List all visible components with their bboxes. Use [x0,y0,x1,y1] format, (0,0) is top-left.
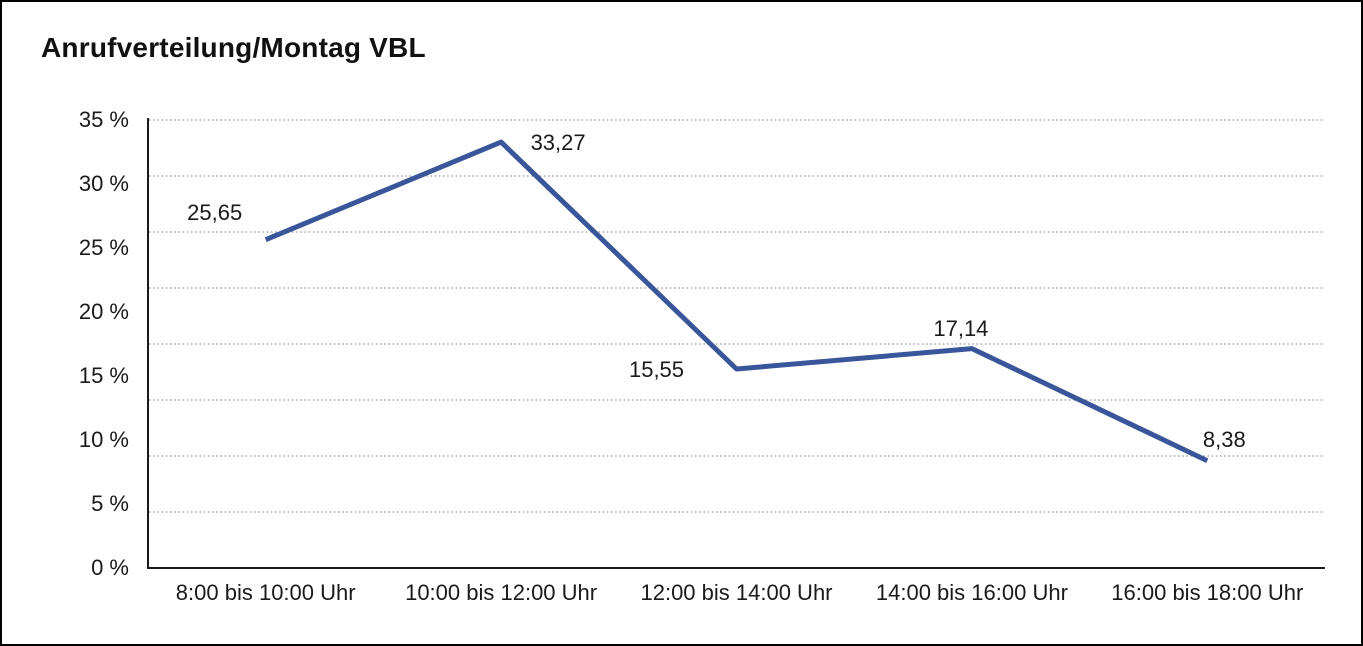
chart-title: Anrufverteilung/Montag VBL [41,32,426,63]
x-tick-label: 14:00 bis 16:00 Uhr [875,580,1068,605]
x-tick-label: 8:00 bis 10:00 Uhr [175,580,356,605]
y-tick-label: 10 % [78,427,129,452]
y-tick-label: 0 % [91,555,129,580]
x-tick-label: 16:00 bis 18:00 Uhr [1111,580,1304,605]
y-tick-label: 20 % [78,299,129,324]
data-value-label: 17,14 [933,315,989,341]
y-tick-label: 5 % [91,491,129,516]
y-tick-label: 35 % [78,107,129,132]
x-tick-label: 10:00 bis 12:00 Uhr [405,580,598,605]
data-value-label: 8,38 [1202,426,1246,452]
data-value-label: 33,27 [530,130,586,156]
y-tick-label: 30 % [78,171,129,196]
y-tick-label: 25 % [78,235,129,260]
x-tick-label: 12:00 bis 14:00 Uhr [640,580,833,605]
data-value-label: 25,65 [187,199,243,225]
data-value-label: 15,55 [628,356,685,382]
y-tick-label: 15 % [78,363,129,388]
data-line [264,139,1209,463]
